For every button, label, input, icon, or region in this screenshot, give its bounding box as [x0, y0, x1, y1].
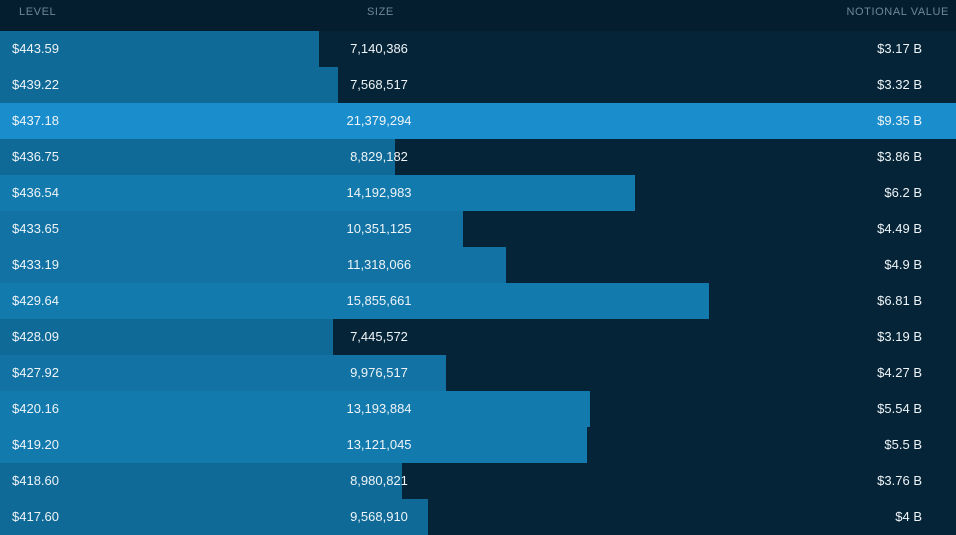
table-row[interactable]: $433.65 10,351,125 $4.49 B — [0, 211, 956, 247]
notional-value-cell: $3.86 B — [877, 149, 922, 164]
size-bar — [0, 391, 590, 427]
size-bar — [0, 499, 428, 535]
table-row[interactable]: $436.75 8,829,182 $3.86 B — [0, 139, 956, 175]
size-cell: 21,379,294 — [346, 113, 412, 128]
level-cell: $437.18 — [12, 113, 59, 128]
size-bar — [0, 463, 402, 499]
size-bar — [0, 139, 395, 175]
table-row[interactable]: $420.16 13,193,884 $5.54 B — [0, 391, 956, 427]
notional-value-cell: $6.2 B — [884, 185, 922, 200]
notional-value-cell: $9.35 B — [877, 113, 922, 128]
notional-value-cell: $6.81 B — [877, 293, 922, 308]
table-row[interactable]: $427.92 9,976,517 $4.27 B — [0, 355, 956, 391]
table-row[interactable]: $433.19 11,318,066 $4.9 B — [0, 247, 956, 283]
size-bar — [0, 283, 709, 319]
size-cell: 9,976,517 — [350, 365, 408, 380]
level-cell: $439.22 — [12, 77, 59, 92]
table-row[interactable]: $418.60 8,980,821 $3.76 B — [0, 463, 956, 499]
level-cell: $419.20 — [12, 437, 59, 452]
table-row[interactable]: $419.20 13,121,045 $5.5 B — [0, 427, 956, 463]
size-bar — [0, 175, 635, 211]
notional-value-cell: $5.5 B — [884, 437, 922, 452]
column-header-notional-value[interactable]: NOTIONAL VALUE — [846, 6, 949, 18]
size-cell: 11,318,066 — [346, 257, 412, 272]
level-cell: $443.59 — [12, 41, 59, 56]
size-cell: 7,140,386 — [350, 41, 408, 56]
level-cell: $418.60 — [12, 473, 59, 488]
size-cell: 13,193,884 — [346, 401, 412, 416]
size-bar — [0, 211, 463, 247]
level-cell: $427.92 — [12, 365, 59, 380]
notional-value-cell: $3.17 B — [877, 41, 922, 56]
notional-value-cell: $5.54 B — [877, 401, 922, 416]
size-bar — [0, 31, 319, 67]
table-row[interactable]: $439.22 7,568,517 $3.32 B — [0, 67, 956, 103]
size-cell: 10,351,125 — [346, 221, 412, 236]
size-cell: 9,568,910 — [350, 509, 408, 524]
level-cell: $436.54 — [12, 185, 59, 200]
size-bar — [0, 103, 956, 139]
size-bar — [0, 67, 338, 103]
size-cell: 8,980,821 — [350, 473, 408, 488]
level-cell: $417.60 — [12, 509, 59, 524]
table-row[interactable]: $437.18 21,379,294 $9.35 B — [0, 103, 956, 139]
table-header: LEVEL SIZE NOTIONAL VALUE — [0, 0, 956, 31]
notional-value-cell: $4.27 B — [877, 365, 922, 380]
notional-value-cell: $3.76 B — [877, 473, 922, 488]
level-cell: $428.09 — [12, 329, 59, 344]
table-row[interactable]: $443.59 7,140,386 $3.17 B — [0, 31, 956, 67]
size-cell: 7,568,517 — [350, 77, 408, 92]
table-row[interactable]: $428.09 7,445,572 $3.19 B — [0, 319, 956, 355]
level-cell: $436.75 — [12, 149, 59, 164]
level-cell: $420.16 — [12, 401, 59, 416]
table-row[interactable]: $436.54 14,192,983 $6.2 B — [0, 175, 956, 211]
table-row[interactable]: $417.60 9,568,910 $4 B — [0, 499, 956, 535]
notional-value-cell: $3.19 B — [877, 329, 922, 344]
level-cell: $429.64 — [12, 293, 59, 308]
table-body: $443.59 7,140,386 $3.17 B $439.22 7,568,517 $… — [0, 31, 956, 535]
table-row[interactable]: $429.64 15,855,661 $6.81 B — [0, 283, 956, 319]
column-header-level[interactable]: LEVEL — [19, 6, 57, 18]
size-cell: 15,855,661 — [346, 293, 412, 308]
column-header-size[interactable]: SIZE — [367, 6, 394, 18]
notional-value-cell: $4 B — [895, 509, 922, 524]
size-bar — [0, 427, 587, 463]
notional-value-cell: $4.9 B — [884, 257, 922, 272]
level-cell: $433.65 — [12, 221, 59, 236]
size-bar — [0, 247, 506, 283]
size-cell: 7,445,572 — [350, 329, 408, 344]
level-cell: $433.19 — [12, 257, 59, 272]
notional-value-cell: $4.49 B — [877, 221, 922, 236]
size-cell: 14,192,983 — [346, 185, 412, 200]
size-bar — [0, 355, 446, 391]
size-cell: 8,829,182 — [350, 149, 408, 164]
size-cell: 13,121,045 — [346, 437, 412, 452]
size-bar — [0, 319, 333, 355]
notional-value-cell: $3.32 B — [877, 77, 922, 92]
